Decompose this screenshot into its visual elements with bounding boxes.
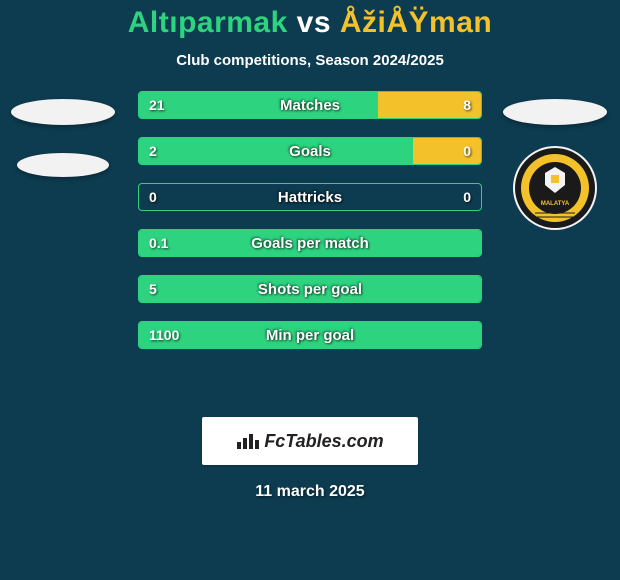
placeholder-ellipse	[17, 153, 109, 177]
content-area: MALATYA 218Matches20Goals00Hattricks0.1G…	[0, 99, 620, 399]
stat-row: 20Goals	[138, 137, 482, 165]
stat-right-value: 0	[463, 184, 471, 210]
bar-left-fill	[139, 230, 481, 256]
date-text: 11 march 2025	[0, 483, 620, 501]
stat-label: Hattricks	[139, 184, 481, 210]
stat-row: 5Shots per goal	[138, 275, 482, 303]
page-title: Altıparmak vs ÅžiÅŸman	[0, 0, 620, 40]
brand-badge: FcTables.com	[202, 417, 418, 465]
title-right: ÅžiÅŸman	[340, 6, 492, 39]
comparison-infographic: Altıparmak vs ÅžiÅŸman Club competitions…	[0, 0, 620, 580]
right-team-logos: MALATYA	[500, 99, 610, 231]
bar-left-fill	[139, 138, 413, 164]
stat-left-value: 0	[149, 184, 157, 210]
brand-text: FcTables.com	[236, 431, 383, 452]
club-badge-icon: MALATYA	[505, 145, 605, 231]
title-vs: vs	[297, 6, 331, 39]
bar-left-fill	[139, 92, 378, 118]
title-left: Altıparmak	[128, 6, 288, 39]
stat-row: 218Matches	[138, 91, 482, 119]
bar-right-fill	[378, 92, 481, 118]
subtitle: Club competitions, Season 2024/2025	[0, 52, 620, 69]
left-team-logos	[8, 99, 118, 205]
brand-label: FcTables.com	[264, 431, 383, 452]
bar-right-fill	[413, 138, 481, 164]
bar-left-fill	[139, 322, 481, 348]
bar-left-fill	[139, 276, 481, 302]
stat-row: 0 0Hattricks	[138, 183, 482, 211]
placeholder-ellipse	[11, 99, 115, 125]
svg-text:MALATYA: MALATYA	[541, 201, 570, 207]
bars-icon	[236, 432, 260, 450]
stat-bars: 218Matches 20Goals 0 0Hattricks 0.1Goals per…	[138, 91, 482, 367]
stat-row: 0.1Goals per match	[138, 229, 482, 257]
placeholder-ellipse	[503, 99, 607, 125]
stat-row: 1100Min per goal	[138, 321, 482, 349]
